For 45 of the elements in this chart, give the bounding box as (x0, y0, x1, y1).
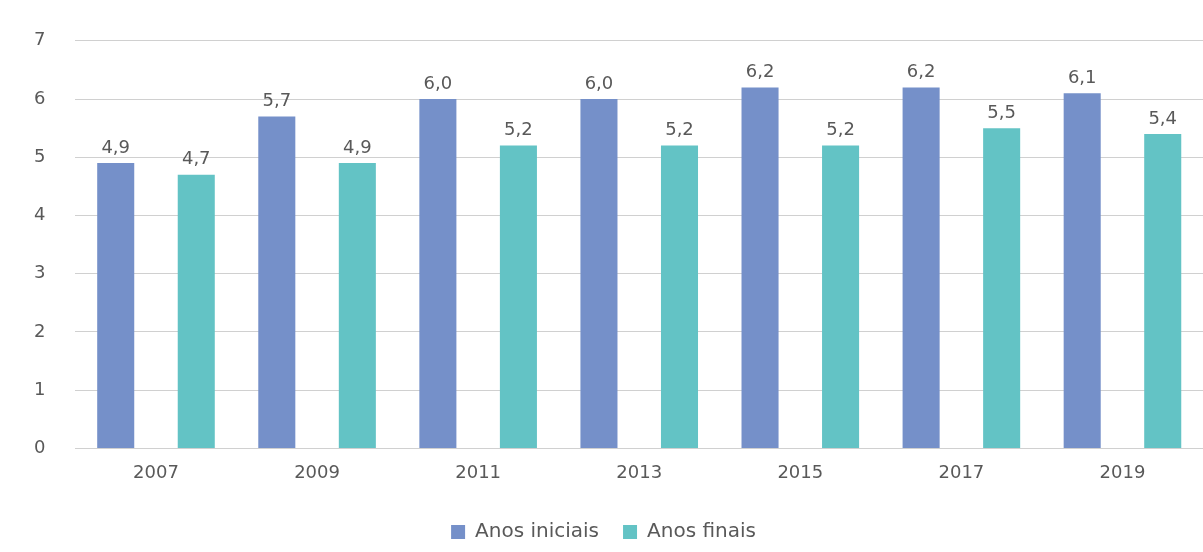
data-label: 4,7 (181, 147, 211, 169)
bar (580, 99, 618, 448)
bar (177, 174, 215, 448)
bar (1063, 93, 1101, 448)
x-tick-label: 2017 (938, 460, 985, 482)
data-label: 4,9 (101, 135, 131, 157)
x-tick-label: 2009 (294, 460, 340, 482)
y-tick-label: 3 (34, 261, 46, 283)
data-label: 5,2 (504, 118, 533, 140)
y-tick-label: 4 (34, 203, 46, 225)
y-tick-label: 0 (34, 436, 46, 458)
data-label: 6,1 (1067, 65, 1097, 87)
data-label: 6,0 (423, 71, 453, 93)
bar (499, 145, 537, 448)
bar (741, 87, 779, 448)
data-label: 4,9 (343, 135, 372, 157)
bar (822, 145, 860, 448)
bar (97, 163, 135, 448)
bar (419, 99, 457, 448)
data-label: 5,5 (987, 100, 1016, 122)
x-tick-label: 2007 (133, 460, 179, 482)
legend-label: Anos iniciais (475, 518, 600, 543)
data-label: 6,0 (584, 71, 614, 93)
y-tick-label: 6 (34, 86, 46, 108)
bar (660, 145, 699, 448)
data-label: 6,2 (745, 60, 775, 82)
bar (902, 87, 940, 448)
bar (338, 163, 376, 448)
legend-label: Anos finais (647, 518, 756, 543)
y-tick-label: 7 (34, 28, 46, 50)
data-label: 5,2 (826, 118, 855, 140)
bar (1144, 133, 1182, 448)
y-tick-label: 1 (34, 377, 46, 399)
data-label: 5,2 (665, 118, 694, 140)
x-tick-label: 2011 (455, 460, 502, 482)
bar (258, 116, 296, 448)
x-tick-label: 2019 (1099, 460, 1146, 482)
data-label: 6,2 (906, 60, 936, 82)
y-tick-label: 5 (34, 144, 46, 166)
y-tick-label: 2 (34, 319, 46, 341)
data-label: 5,7 (262, 89, 292, 111)
bar (983, 128, 1021, 448)
x-tick-label: 2013 (616, 460, 663, 482)
data-label: 5,4 (1148, 106, 1178, 128)
x-tick-label: 2015 (777, 460, 824, 482)
